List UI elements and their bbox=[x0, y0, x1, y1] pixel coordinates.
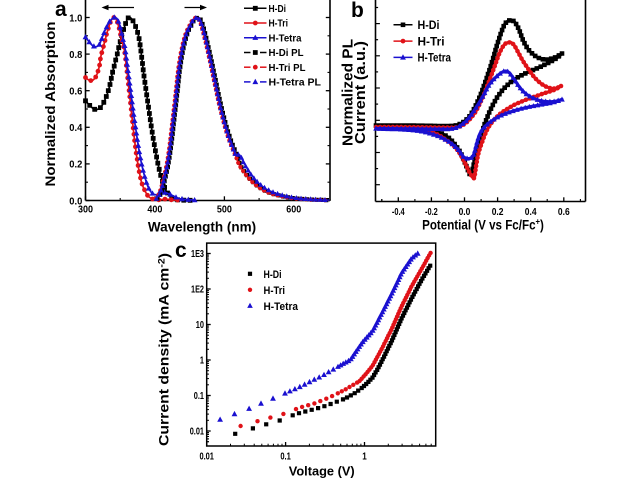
svg-text:a: a bbox=[55, 0, 67, 21]
svg-text:0.1: 0.1 bbox=[280, 450, 291, 462]
svg-text:0.01: 0.01 bbox=[199, 450, 214, 462]
svg-text:Current density (mA cm-2): Current density (mA cm-2) bbox=[156, 253, 172, 446]
svg-text:300: 300 bbox=[78, 203, 93, 215]
svg-text:0.2: 0.2 bbox=[492, 206, 504, 218]
svg-text:0.1: 0.1 bbox=[194, 391, 205, 402]
svg-text:1.0: 1.0 bbox=[69, 12, 82, 24]
svg-text:-0.4: -0.4 bbox=[392, 206, 405, 218]
svg-text:1: 1 bbox=[200, 356, 204, 367]
svg-text:0.0: 0.0 bbox=[459, 206, 471, 218]
svg-text:H-Di PL: H-Di PL bbox=[269, 47, 305, 59]
svg-text:0.4: 0.4 bbox=[525, 206, 537, 218]
svg-text:H-Di: H-Di bbox=[264, 269, 282, 281]
svg-text:0.8: 0.8 bbox=[69, 49, 82, 61]
svg-text:0.6: 0.6 bbox=[69, 86, 82, 98]
svg-text:400: 400 bbox=[147, 203, 162, 215]
svg-text:Current (a.u.): Current (a.u.) bbox=[353, 41, 369, 144]
svg-text:0.6: 0.6 bbox=[558, 206, 570, 218]
svg-text:H-Di: H-Di bbox=[269, 3, 287, 15]
svg-text:500: 500 bbox=[217, 203, 232, 215]
svg-text:10: 10 bbox=[196, 320, 205, 331]
svg-text:0.0: 0.0 bbox=[69, 195, 82, 207]
svg-text:0.2: 0.2 bbox=[69, 159, 82, 171]
svg-text:1E2: 1E2 bbox=[191, 285, 204, 296]
svg-text:H-Tri: H-Tri bbox=[264, 285, 286, 297]
svg-text:0.01: 0.01 bbox=[190, 427, 205, 438]
svg-text:H-Tri PL: H-Tri PL bbox=[269, 62, 307, 74]
svg-text:b: b bbox=[351, 0, 364, 22]
svg-text:H-Tetra: H-Tetra bbox=[264, 301, 299, 313]
svg-text:0.4: 0.4 bbox=[69, 122, 82, 134]
svg-text:c: c bbox=[175, 239, 187, 262]
svg-text:Voltage (V): Voltage (V) bbox=[289, 464, 355, 479]
svg-text:1E3: 1E3 bbox=[191, 249, 204, 260]
svg-text:600: 600 bbox=[286, 203, 301, 215]
svg-text:H-Tri: H-Tri bbox=[418, 34, 445, 48]
svg-text:-0.2: -0.2 bbox=[425, 206, 438, 218]
svg-text:H-Tetra: H-Tetra bbox=[269, 32, 302, 44]
svg-text:1: 1 bbox=[362, 450, 367, 462]
svg-text:H-Di: H-Di bbox=[418, 18, 440, 32]
svg-text:Wavelength (nm): Wavelength (nm) bbox=[148, 220, 256, 235]
svg-text:Normalized PL: Normalized PL bbox=[340, 39, 356, 146]
svg-text:H-Tri: H-Tri bbox=[269, 18, 289, 30]
svg-text:H-Tetra PL: H-Tetra PL bbox=[269, 77, 322, 89]
svg-text:H-Tetra: H-Tetra bbox=[418, 51, 452, 65]
svg-text:Potential (V vs Fc/Fc+): Potential (V vs Fc/Fc+) bbox=[422, 216, 544, 233]
svg-text:Normalized Absorption: Normalized Absorption bbox=[42, 22, 58, 187]
